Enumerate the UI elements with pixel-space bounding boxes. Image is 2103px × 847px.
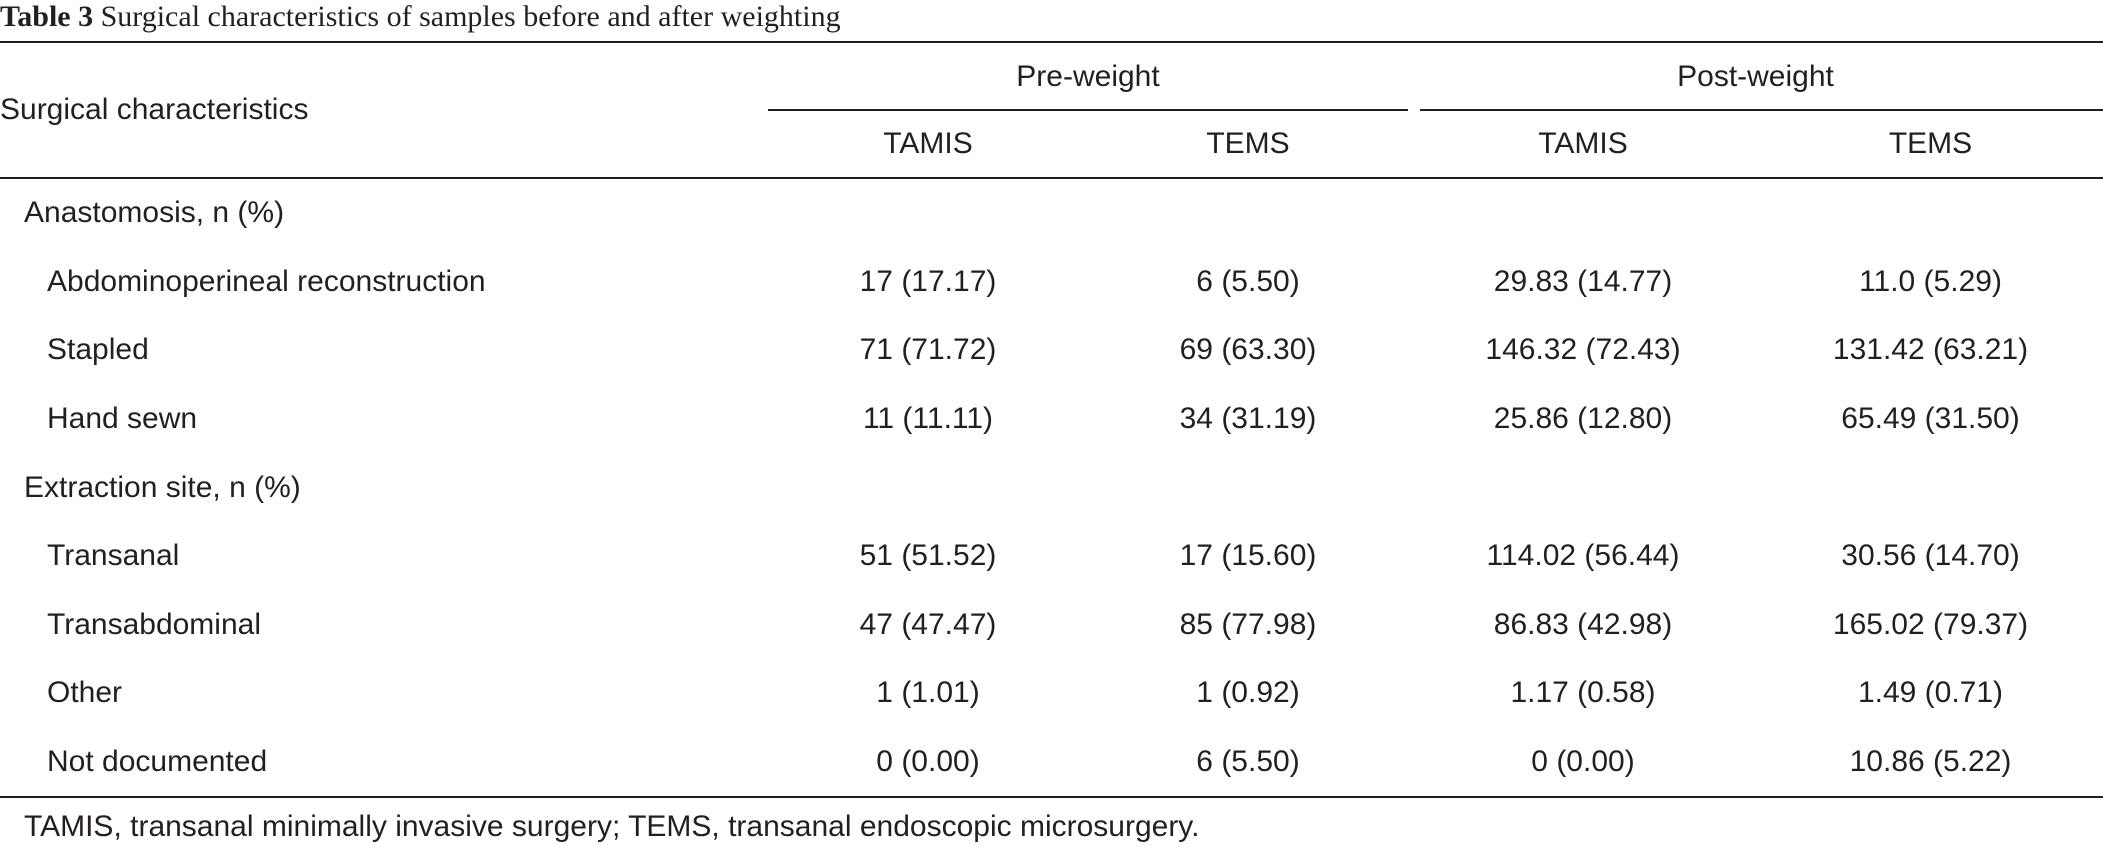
- row-label: Other: [47, 676, 123, 710]
- table-cell: 1 (1.01): [876, 676, 980, 710]
- table-row: Other 1 (1.01) 1 (0.92) 1.17 (0.58) 1.49…: [0, 659, 2103, 728]
- group-underline: [1420, 109, 2103, 111]
- subcolumn-header: TEMS: [1206, 126, 1290, 160]
- table-cell: 1.17 (0.58): [1510, 676, 1656, 710]
- table-cell: [1758, 178, 2103, 248]
- group-header-pre-weight: Pre-weight: [768, 42, 1408, 111]
- table-cell: [1088, 453, 1408, 522]
- table-cell: 65.49 (31.50): [1841, 402, 2020, 436]
- table-caption: Table 3 Surgical characteristics of samp…: [0, 0, 841, 40]
- table-row: Abdominoperineal reconstruction 17 (17.1…: [0, 248, 2103, 317]
- table-cell: 30.56 (14.70): [1841, 539, 2020, 573]
- table-row: Transanal 51 (51.52) 17 (15.60) 114.02 (…: [0, 522, 2103, 591]
- row-label: Hand sewn: [47, 402, 198, 436]
- section-label: Extraction site, n (%): [24, 470, 301, 504]
- table-cell: 0 (0.00): [876, 745, 980, 779]
- table-cell: 0 (0.00): [1531, 745, 1635, 779]
- table-row: Stapled 71 (71.72) 69 (63.30) 146.32 (72…: [0, 316, 2103, 385]
- data-table: Surgical characteristics Pre-weight Post…: [0, 41, 2103, 799]
- table-cell: 165.02 (79.37): [1832, 607, 2029, 641]
- table-cell: 146.32 (72.43): [1485, 333, 1681, 367]
- table-cell: 6 (5.50): [1196, 745, 1300, 779]
- table-cell: 17 (17.17): [859, 264, 997, 298]
- table-cell: [1408, 453, 1758, 522]
- table-cell: 69 (63.30): [1179, 333, 1317, 367]
- table-cell: [1088, 178, 1408, 248]
- table-cell: 51 (51.52): [859, 539, 997, 573]
- row-label: Abdominoperineal reconstruction: [47, 264, 486, 298]
- row-label: Transabdominal: [47, 607, 261, 641]
- group-header-label: Pre-weight: [1016, 59, 1160, 93]
- section-label: Anastomosis, n (%): [24, 196, 285, 230]
- table-row: Hand sewn 11 (11.11) 34 (31.19) 25.86 (1…: [0, 385, 2103, 454]
- group-header-post-weight: Post-weight: [1408, 42, 2103, 111]
- row-label: Stapled: [47, 333, 149, 367]
- table-cell: [768, 178, 1088, 248]
- row-label: Transanal: [47, 539, 180, 573]
- table-cell: 25.86 (12.80): [1493, 402, 1673, 436]
- table-cell: [1758, 453, 2103, 522]
- table-cell: [1408, 178, 1758, 248]
- group-underline: [768, 109, 1408, 111]
- table-cell: 6 (5.50): [1196, 264, 1300, 298]
- table-cell: 85 (77.98): [1179, 607, 1317, 641]
- table-number: Table 3: [0, 0, 94, 33]
- row-label: Not documented: [47, 745, 268, 779]
- table-cell: 1 (0.92): [1196, 676, 1300, 710]
- table-cell: [768, 453, 1088, 522]
- header-row-groups: Surgical characteristics Pre-weight Post…: [0, 42, 2103, 126]
- table-footnote: TAMIS, transanal minimally invasive surg…: [24, 810, 1200, 843]
- table-cell: 34 (31.19): [1179, 402, 1317, 436]
- table-row: Transabdominal 47 (47.47) 85 (77.98) 86.…: [0, 591, 2103, 660]
- table-row: Not documented 0 (0.00) 6 (5.50) 0 (0.00…: [0, 728, 2103, 798]
- table-cell: 29.83 (14.77): [1493, 264, 1673, 298]
- table-cell: 86.83 (42.98): [1493, 607, 1673, 641]
- table-row: Extraction site, n (%): [0, 453, 2103, 522]
- table-cell: 131.42 (63.21): [1832, 333, 2029, 367]
- table-cell: 1.49 (0.71): [1857, 676, 2004, 710]
- table-cell: 10.86 (5.22): [1849, 745, 2012, 779]
- table-cell: 11 (11.11): [862, 402, 994, 436]
- table-cell: 114.02 (56.44): [1486, 539, 1680, 573]
- table-cell: 17 (15.60): [1179, 539, 1317, 573]
- header-row-subcolumns: TAMIS TEMS TAMIS TEMS: [0, 110, 2103, 178]
- row-header-label: Surgical characteristics: [0, 93, 309, 126]
- subcolumn-header: TAMIS: [883, 126, 973, 160]
- table-row: Anastomosis, n (%): [0, 178, 2103, 248]
- subcolumn-header: TAMIS: [1538, 126, 1628, 160]
- table-title: Surgical characteristics of samples befo…: [100, 0, 841, 33]
- table-cell: 47 (47.47): [859, 607, 997, 641]
- table-cell: 71 (71.72): [859, 333, 997, 367]
- group-header-label: Post-weight: [1677, 59, 1834, 93]
- table-cell: 11.0 (5.29): [1859, 264, 2002, 298]
- subcolumn-header: TEMS: [1888, 126, 1973, 160]
